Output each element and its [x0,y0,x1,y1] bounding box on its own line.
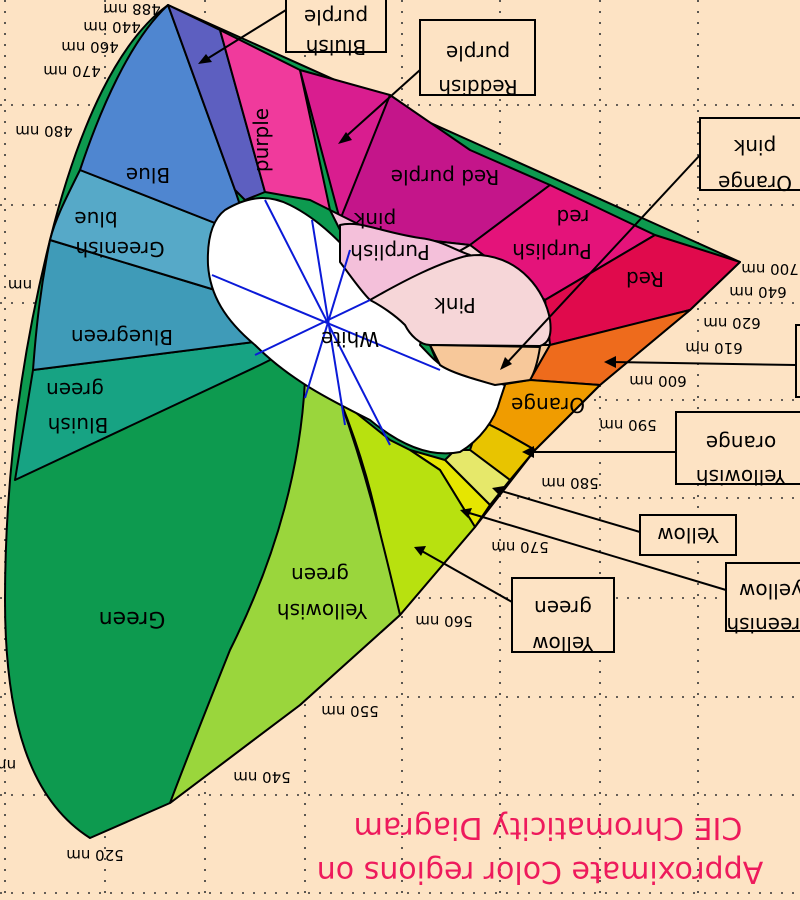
label-red-purple: Red purple [391,165,500,189]
callout-greenish-yellow-1: Greenish [726,613,800,637]
region-purplish-pink-inner [339,222,471,301]
label-purplish-red-1: Purplish [512,239,592,263]
wl-520: 520 nm [66,846,124,864]
callout-yellow: Yellow [657,523,720,547]
wl-600: 600 nm [629,372,687,390]
callout-greenish-yellow-arrow [465,511,727,591]
wl-460: 460 nm [61,38,119,56]
callout-yellowish-orange-box [675,411,800,485]
label-pink: Pink [434,293,476,317]
region-yellowish-orange [469,419,536,481]
label-purplish-pink: pink [353,208,396,232]
wl-640: 640 nm [729,283,787,301]
wl-440: 440 nm [83,18,141,36]
callout-yellow-box [639,514,737,556]
label-purplish: Purplish [350,240,430,264]
diagram-title: CIE Chromaticity Diagram Approximate Col… [317,810,763,889]
wl-partial-left: nm [8,276,32,294]
label-blue: Blue [126,163,170,187]
callout-edge-arrow [609,361,797,366]
label-orange: Orange [511,393,585,417]
callout-yellow-green-arrow [419,549,513,603]
callout-reddish-purple-1: Reddish [438,75,517,99]
label-yellowish: Yellowish [277,599,368,623]
label-yellowish-green: green [291,563,349,587]
title-line-2: Approximate Color regions on [317,854,763,889]
region-purple [219,29,331,211]
region-orange-pink-inner [429,344,541,386]
callout-yellowish-orange-1: Yellowish [696,465,787,489]
label-purple: purple [249,108,273,172]
wl-570: 570 nm [491,538,549,556]
label-purplish-red-2: red [557,205,590,229]
white-point-lines [211,199,441,446]
callout-orange-pink-2: pink [733,135,776,159]
region-bluish-green [14,339,301,481]
wl-590: 590 nm [599,416,657,434]
title-line-1: CIE Chromaticity Diagram [354,810,743,845]
callouts: Bluish purple Reddish purple Orange pink… [198,0,800,656]
wl-700: 700 nm [741,260,799,278]
label-bluegreen: Bluegreen [71,325,173,349]
region-yellowish-green [169,379,401,804]
label-greenish: Greenish [75,237,164,261]
label-greenish-blue: blue [74,207,117,231]
region-indigo [167,4,266,201]
wl-560: 560 nm [415,612,473,630]
wl-partial-bottom-left: nm [0,756,16,774]
callout-yellowish-orange-2: orange [706,431,776,455]
callout-greenish-yellow-box [725,562,800,632]
callout-greenish-yellow-2: yellow [739,579,800,603]
wl-610: 610 nm [685,339,743,357]
wl-470: 470 nm [43,62,101,80]
callout-bluish-purple-2: purple [304,5,368,29]
callout-yellow-green-box [511,577,615,653]
label-bluish: Bluish [48,413,109,437]
callout-reddish-purple-box [419,19,536,96]
label-bluish-green: green [46,378,104,402]
wavelength-labels: 440 nm 460 nm 470 nm 480 nm nm 520 nm 54… [0,0,799,864]
label-green: Green [99,606,166,631]
region-labels: Blue Greenish blue Bluegreen Bluish gree… [46,108,664,631]
wl-550: 550 nm [321,702,379,720]
wl-580: 580 nm [541,474,599,492]
callout-orange-pink-arrow [504,154,701,366]
callout-edge-box [795,324,800,398]
callout-yellow-green-1: Yellow [532,632,595,656]
label-white: White [321,327,379,351]
callout-bluish-purple-box [285,0,387,53]
callout-bluish-purple-arrow [201,9,287,63]
callout-reddish-purple-arrow [341,69,421,141]
callout-reddish-purple-2: purple [446,41,510,65]
callout-bluish-purple-1: Bluish [306,35,367,59]
callout-yellow-arrow [497,489,641,533]
wl-top: 488 nm [103,0,161,18]
callout-orange-pink-box [699,117,800,191]
label-red: Red [626,267,664,291]
callout-orange-pink-1: Orange [718,171,792,195]
wl-540: 540 nm [233,768,291,786]
wl-480: 480 nm [15,122,73,140]
callout-yellow-green-2: green [534,596,592,620]
region-blue [79,4,241,226]
wl-620: 620 nm [703,314,761,332]
